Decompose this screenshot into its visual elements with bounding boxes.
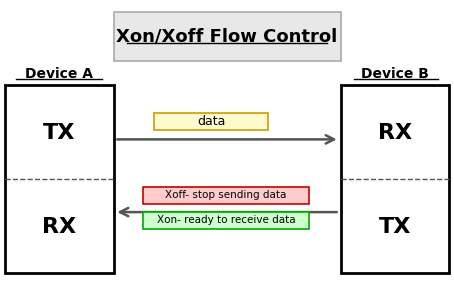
Text: RX: RX bbox=[378, 123, 412, 143]
FancyBboxPatch shape bbox=[143, 187, 309, 204]
Text: Xon/Xoff Flow Control: Xon/Xoff Flow Control bbox=[116, 27, 338, 45]
Text: TX: TX bbox=[379, 217, 411, 237]
Text: Xon- ready to receive data: Xon- ready to receive data bbox=[157, 215, 295, 225]
Text: TX: TX bbox=[43, 123, 75, 143]
FancyBboxPatch shape bbox=[143, 212, 309, 229]
Text: Xoff- stop sending data: Xoff- stop sending data bbox=[165, 190, 286, 200]
Text: RX: RX bbox=[42, 217, 76, 237]
Text: Device A: Device A bbox=[25, 67, 93, 81]
FancyBboxPatch shape bbox=[154, 113, 268, 130]
FancyBboxPatch shape bbox=[5, 85, 114, 273]
FancyBboxPatch shape bbox=[114, 12, 340, 61]
Text: data: data bbox=[197, 115, 225, 128]
FancyBboxPatch shape bbox=[340, 85, 449, 273]
Text: Device B: Device B bbox=[361, 67, 429, 81]
